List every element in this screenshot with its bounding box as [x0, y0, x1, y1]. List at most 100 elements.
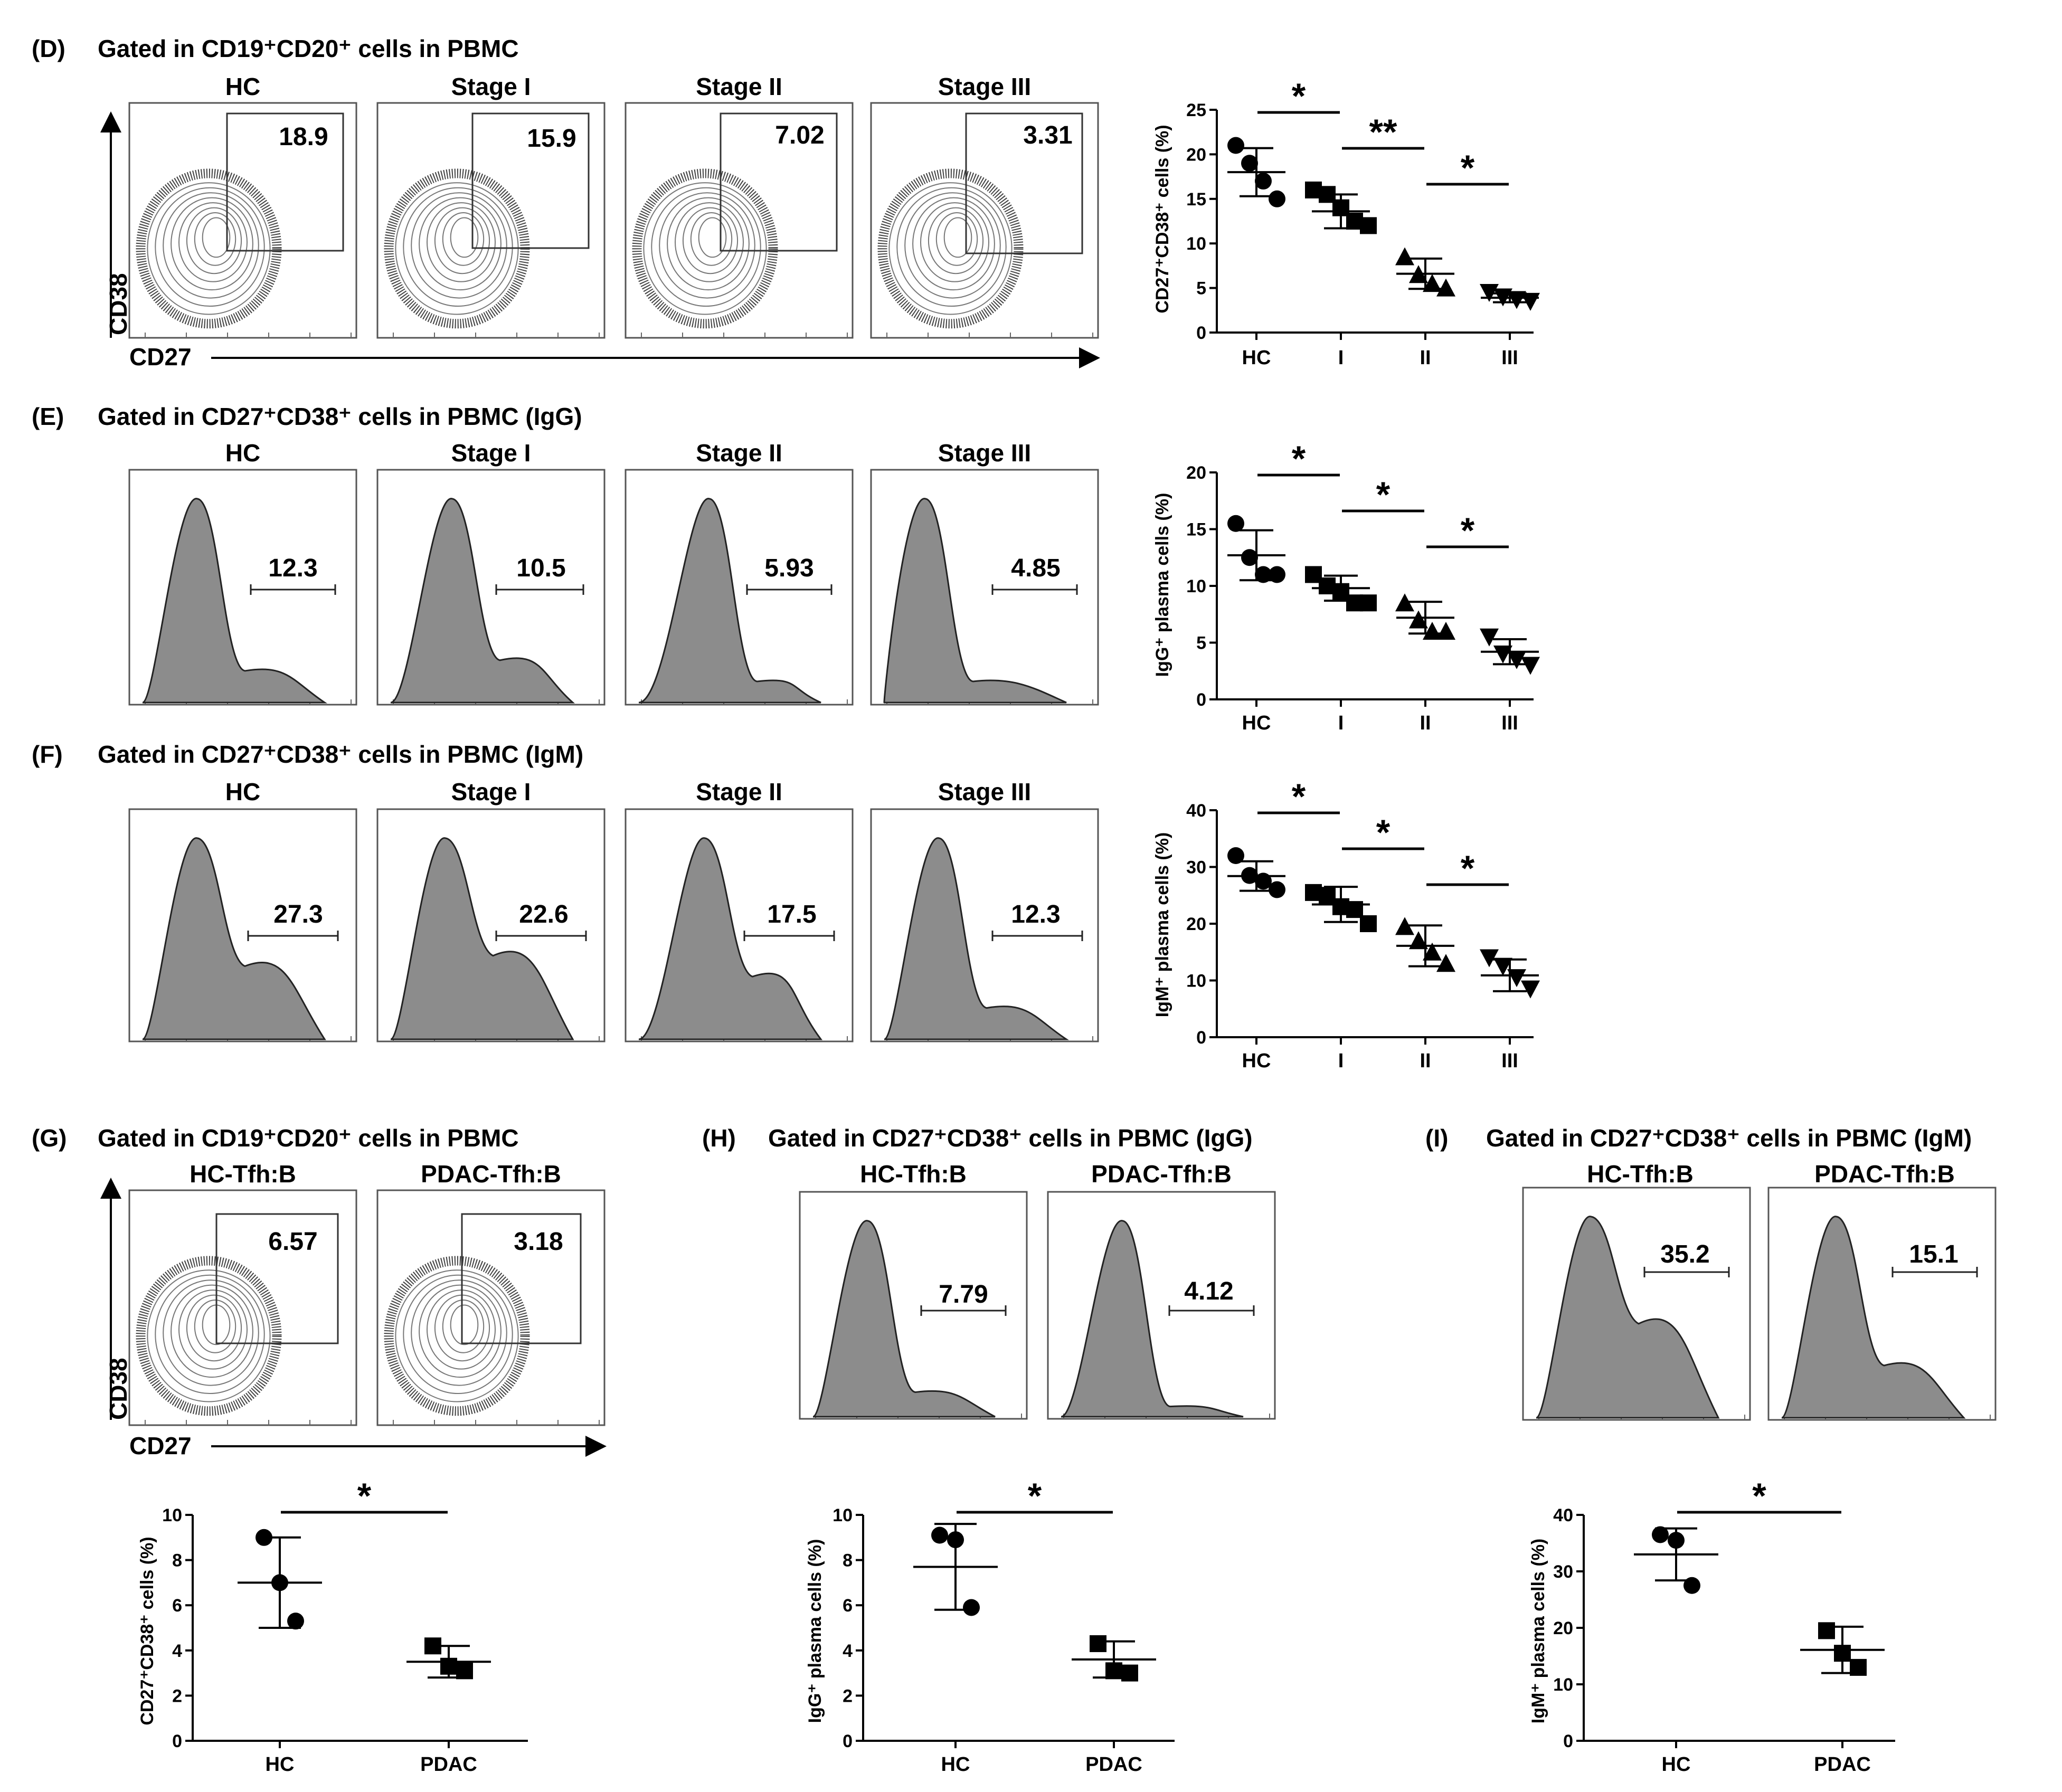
flow-contour-line [935, 212, 978, 266]
panel-h-label: (H) [702, 1124, 736, 1152]
y-tick-label: 15 [1186, 189, 1206, 210]
significance-label: * [1461, 510, 1475, 551]
flow-contour-line [442, 212, 485, 266]
flow-gate-box [226, 112, 344, 252]
histogram-area [390, 498, 575, 704]
panel-f-gate-values: 27.3 22.6 17.5 12.3 [273, 900, 1060, 928]
flow-contour-line [178, 1290, 248, 1370]
y-tick-label: 40 [1186, 801, 1206, 821]
y-tick-label: 0 [843, 1731, 853, 1751]
y-tick-label: 0 [1563, 1731, 1573, 1751]
y-tick-label: 5 [1196, 633, 1206, 653]
flow-contour-line [163, 1279, 259, 1386]
gate-value: 27.3 [273, 900, 323, 928]
data-point [1241, 155, 1258, 172]
y-tick-label: 0 [1196, 690, 1206, 710]
flow-plot-frame [625, 102, 854, 339]
flow-contour-line [442, 1300, 485, 1353]
column-header: HC-Tfh:B [1587, 1160, 1694, 1188]
flow-contour-line [690, 212, 733, 266]
y-tick-label: 10 [1186, 971, 1206, 991]
flow-contour-line [928, 207, 984, 274]
column-header: PDAC-Tfh:B [1091, 1160, 1232, 1188]
flow-contour-line [178, 202, 248, 282]
column-header: HC [225, 439, 260, 467]
flow-density-outline [136, 1256, 282, 1416]
histogram-area [1781, 1216, 1966, 1419]
panel-d-title: Gated in CD19⁺CD20⁺ cells in PBMC [98, 35, 519, 62]
cd27-axis-label: CD27 [129, 1432, 192, 1459]
data-point [1436, 622, 1455, 640]
category-label: HC [266, 1753, 295, 1776]
y-tick-label: 6 [843, 1596, 853, 1616]
flow-plot-frame [870, 102, 1099, 339]
data-point [1652, 1526, 1669, 1543]
flow-contour-line [912, 197, 995, 291]
panel-g-flow-axes: CD38 CD27 [100, 1178, 607, 1459]
cd27-axis-label: CD27 [129, 343, 192, 371]
panel-d-flow-axes: CD38 CD27 [100, 111, 1100, 371]
data-point [1423, 622, 1442, 640]
flow-plot-boxes [128, 102, 1997, 1426]
histogram-area [638, 837, 823, 1040]
gate-value: 12.3 [1011, 900, 1060, 928]
column-header: HC-Tfh:B [190, 1160, 296, 1188]
data-point [1269, 566, 1285, 583]
data-point [1480, 949, 1499, 968]
y-tick-label: 30 [1553, 1562, 1573, 1582]
significance-label: * [1752, 1476, 1766, 1516]
flow-contour-line [403, 187, 513, 307]
panel-d-label: (D) [32, 35, 65, 62]
cd38-axis-label: CD38 [105, 273, 132, 335]
flow-gate-box [461, 1213, 582, 1344]
histogram-area [142, 498, 327, 704]
flow-contour-line [171, 1284, 253, 1378]
flow-contour-line [888, 182, 1013, 315]
panel-f-header: (F) Gated in CD27⁺CD38⁺ cells in PBMC (I… [32, 741, 583, 768]
y-tick-label: 10 [1553, 1675, 1573, 1695]
flow-contour-line [682, 207, 739, 274]
y-tick-label: 8 [172, 1551, 182, 1571]
flow-contour-line [163, 192, 259, 299]
data-point [1227, 137, 1244, 154]
data-point [1818, 1622, 1835, 1639]
column-header: Stage II [696, 73, 782, 100]
y-tick-label: 15 [1186, 520, 1206, 540]
column-header: Stage III [938, 778, 1031, 805]
flow-gate-box [965, 112, 1083, 254]
panel-e-column-headers: HC Stage I Stage II Stage III [225, 439, 1031, 467]
gate-value: 17.5 [767, 900, 816, 928]
panel-e-gate-values: 12.3 10.5 5.93 4.85 [268, 554, 1060, 582]
data-point [1360, 915, 1377, 932]
column-header: HC [225, 778, 260, 805]
panel-d-column-headers: HC Stage I Stage II Stage III [225, 73, 1031, 100]
histogram-area [883, 498, 1067, 704]
y-tick-label: 0 [1196, 1028, 1206, 1048]
flow-contour-line [403, 1274, 513, 1395]
panel-f-column-headers: HC Stage I Stage II Stage III [225, 778, 1031, 805]
data-point [1255, 566, 1272, 583]
gate-value: 6.57 [268, 1228, 317, 1256]
data-point [1507, 969, 1526, 988]
significance-label: * [1376, 475, 1391, 515]
significance-label: * [1461, 848, 1475, 888]
panel-h-column-headers: HC-Tfh:B PDAC-Tfh:B [860, 1160, 1232, 1188]
panel-g-title: Gated in CD19⁺CD20⁺ cells in PBMC [98, 1124, 519, 1152]
gate-value: 4.85 [1011, 554, 1060, 582]
flow-contour-line [202, 217, 231, 258]
y-tick-label: 6 [172, 1596, 182, 1616]
histogram-area [390, 837, 574, 1040]
panel-e-title: Gated in CD27⁺CD38⁺ cells in PBMC (IgG) [98, 403, 582, 430]
flow-contour-line [194, 1300, 237, 1353]
y-tick-label: 30 [1186, 858, 1206, 878]
gate-value: 5.93 [764, 554, 814, 582]
significance-label: * [1028, 1476, 1042, 1516]
flow-plot-frame [376, 1189, 606, 1426]
panel-e-label: (E) [32, 403, 64, 430]
column-header: PDAC-Tfh:B [421, 1160, 561, 1188]
category-label: PDAC [1085, 1753, 1142, 1776]
category-label: PDAC [420, 1753, 477, 1776]
chart-h-ylabel: IgG⁺ plasma cells (%) [805, 1539, 825, 1723]
